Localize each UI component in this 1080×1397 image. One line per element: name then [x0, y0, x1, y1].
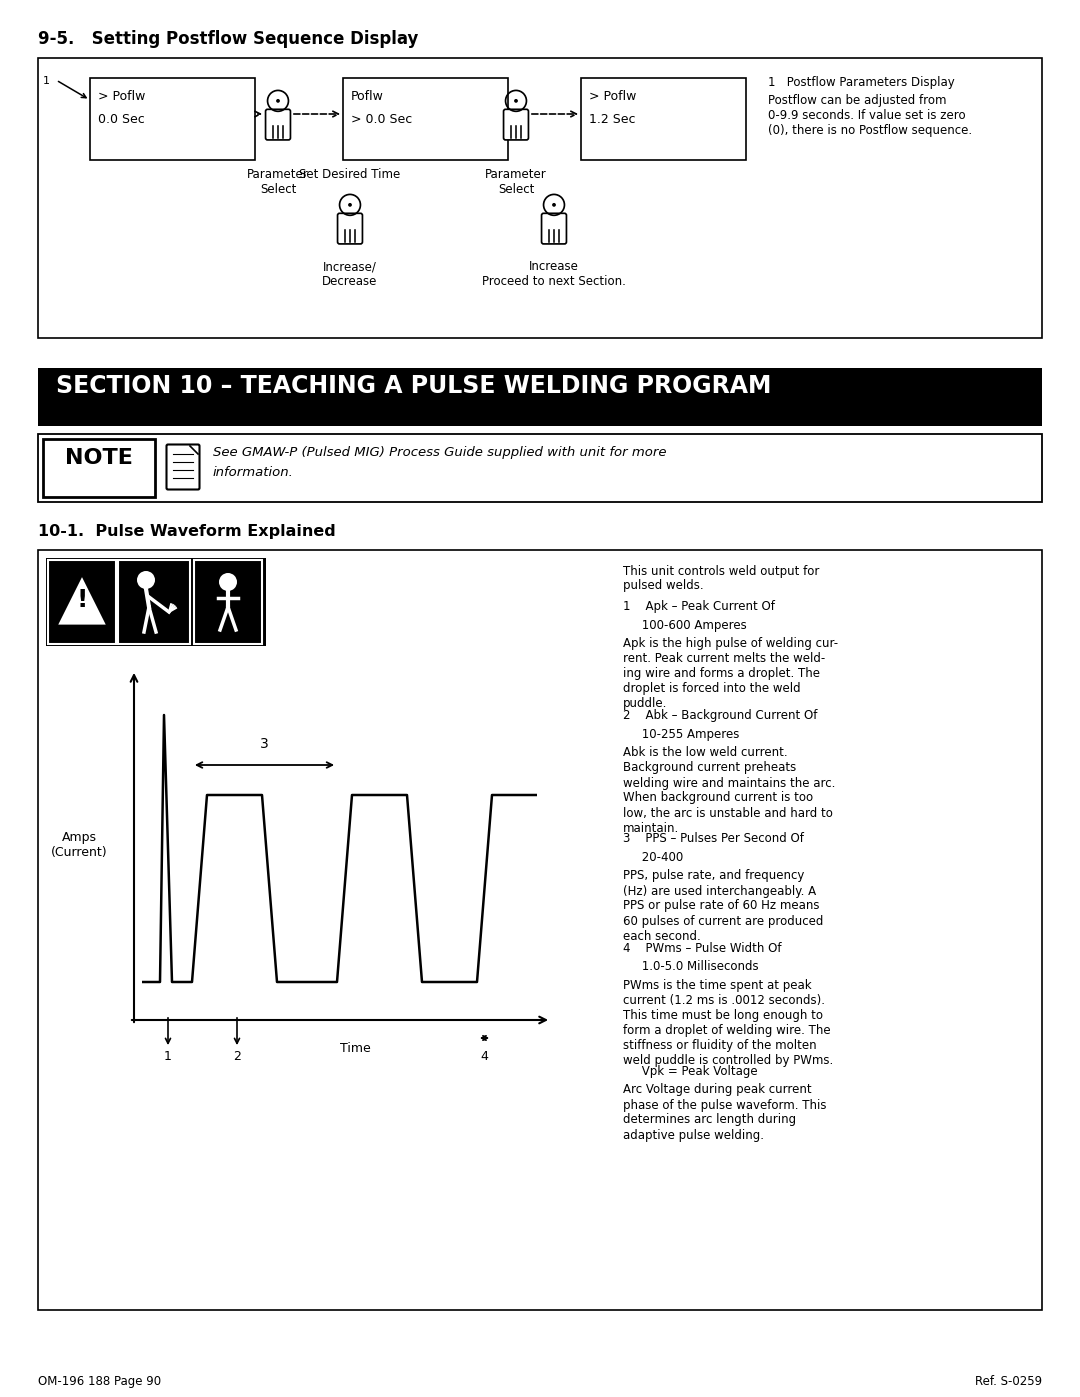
Text: Time: Time	[339, 1042, 370, 1055]
FancyBboxPatch shape	[541, 214, 566, 244]
Bar	[343, 78, 508, 161]
Text: 3: 3	[259, 738, 268, 752]
Circle shape	[348, 203, 352, 207]
Text: This unit controls weld output for: This unit controls weld output for	[623, 564, 820, 578]
Text: Increase
Proceed to next Section.: Increase Proceed to next Section.	[482, 260, 626, 288]
Bar	[38, 416, 1042, 426]
FancyBboxPatch shape	[266, 109, 291, 140]
Text: 4: 4	[481, 1051, 488, 1063]
Text: Parameter
Select: Parameter Select	[485, 168, 546, 196]
Bar	[38, 434, 1042, 502]
Bar	[38, 59, 1042, 338]
Text: 2: 2	[233, 1051, 241, 1063]
Text: Vpk = Peak Voltage: Vpk = Peak Voltage	[623, 1065, 758, 1078]
Bar	[48, 560, 116, 644]
FancyBboxPatch shape	[166, 444, 200, 489]
Text: SECTION 10 – TEACHING A PULSE WELDING PROGRAM: SECTION 10 – TEACHING A PULSE WELDING PR…	[56, 374, 771, 398]
Bar	[118, 560, 190, 644]
Text: 10-1.  Pulse Waveform Explained: 10-1. Pulse Waveform Explained	[38, 524, 336, 539]
Text: 3    PPS – Pulses Per Second Of: 3 PPS – Pulses Per Second Of	[623, 833, 804, 845]
Text: 2    Abk – Background Current Of: 2 Abk – Background Current Of	[623, 710, 818, 722]
Text: See GMAW-P (Pulsed MIG) Process Guide supplied with unit for more: See GMAW-P (Pulsed MIG) Process Guide su…	[213, 446, 666, 460]
Bar	[38, 367, 1042, 416]
Text: Abk is the low weld current.
Background current preheats
welding wire and mainta: Abk is the low weld current. Background …	[623, 746, 835, 834]
Text: 1: 1	[43, 75, 50, 87]
Text: Increase/
Decrease: Increase/ Decrease	[322, 260, 378, 288]
Text: Apk is the high pulse of welding cur-
rent. Peak current melts the weld-
ing wir: Apk is the high pulse of welding cur- re…	[623, 637, 838, 710]
FancyBboxPatch shape	[338, 214, 363, 244]
Text: > 0.0 Sec: > 0.0 Sec	[351, 113, 413, 126]
Text: 1   Postflow Parameters Display: 1 Postflow Parameters Display	[768, 75, 955, 89]
Bar	[90, 78, 255, 161]
Text: > Poflw: > Poflw	[98, 89, 146, 103]
Text: pulsed welds.: pulsed welds.	[623, 578, 704, 591]
Text: 10-255 Amperes: 10-255 Amperes	[623, 728, 740, 740]
Text: Set Desired Time: Set Desired Time	[299, 168, 401, 182]
Text: Ref. S-0259: Ref. S-0259	[975, 1375, 1042, 1389]
Text: information.: information.	[213, 467, 294, 479]
Text: 0.0 Sec: 0.0 Sec	[98, 113, 145, 126]
FancyBboxPatch shape	[503, 109, 528, 140]
Text: NOTE: NOTE	[65, 448, 133, 468]
Text: Amps
(Current): Amps (Current)	[51, 831, 107, 859]
Text: 20-400: 20-400	[623, 851, 684, 863]
Text: > Poflw: > Poflw	[589, 89, 636, 103]
Circle shape	[276, 99, 280, 103]
Bar	[38, 550, 1042, 1310]
Bar	[43, 439, 156, 497]
Circle shape	[514, 99, 518, 103]
Text: 4    PWms – Pulse Width Of: 4 PWms – Pulse Width Of	[623, 942, 782, 956]
Text: 100-600 Amperes: 100-600 Amperes	[623, 619, 746, 631]
Text: PWms is the time spent at peak
current (1.2 ms is .0012 seconds).
This time must: PWms is the time spent at peak current (…	[623, 979, 834, 1067]
Text: 1    Apk – Peak Current Of: 1 Apk – Peak Current Of	[623, 599, 774, 613]
Text: 1.0-5.0 Milliseconds: 1.0-5.0 Milliseconds	[623, 961, 758, 974]
Text: 9-5.   Setting Postflow Sequence Display: 9-5. Setting Postflow Sequence Display	[38, 29, 418, 47]
Bar	[581, 78, 746, 161]
Bar	[194, 560, 262, 644]
Text: Parameter
Select: Parameter Select	[247, 168, 309, 196]
Text: !: !	[77, 588, 87, 612]
Circle shape	[137, 571, 156, 590]
Bar	[46, 557, 266, 645]
Text: 1: 1	[164, 1051, 172, 1063]
Circle shape	[219, 573, 237, 591]
Text: Poflw: Poflw	[351, 89, 383, 103]
Text: OM-196 188 Page 90: OM-196 188 Page 90	[38, 1375, 161, 1389]
Polygon shape	[56, 574, 108, 626]
Text: Postflow can be adjusted from
0-9.9 seconds. If value set is zero
(0), there is : Postflow can be adjusted from 0-9.9 seco…	[768, 94, 972, 137]
Text: PPS, pulse rate, and frequency
(Hz) are used interchangeably. A
PPS or pulse rat: PPS, pulse rate, and frequency (Hz) are …	[623, 869, 823, 943]
Circle shape	[552, 203, 556, 207]
Text: 1.2 Sec: 1.2 Sec	[589, 113, 635, 126]
Text: Arc Voltage during peak current
phase of the pulse waveform. This
determines arc: Arc Voltage during peak current phase of…	[623, 1084, 826, 1141]
